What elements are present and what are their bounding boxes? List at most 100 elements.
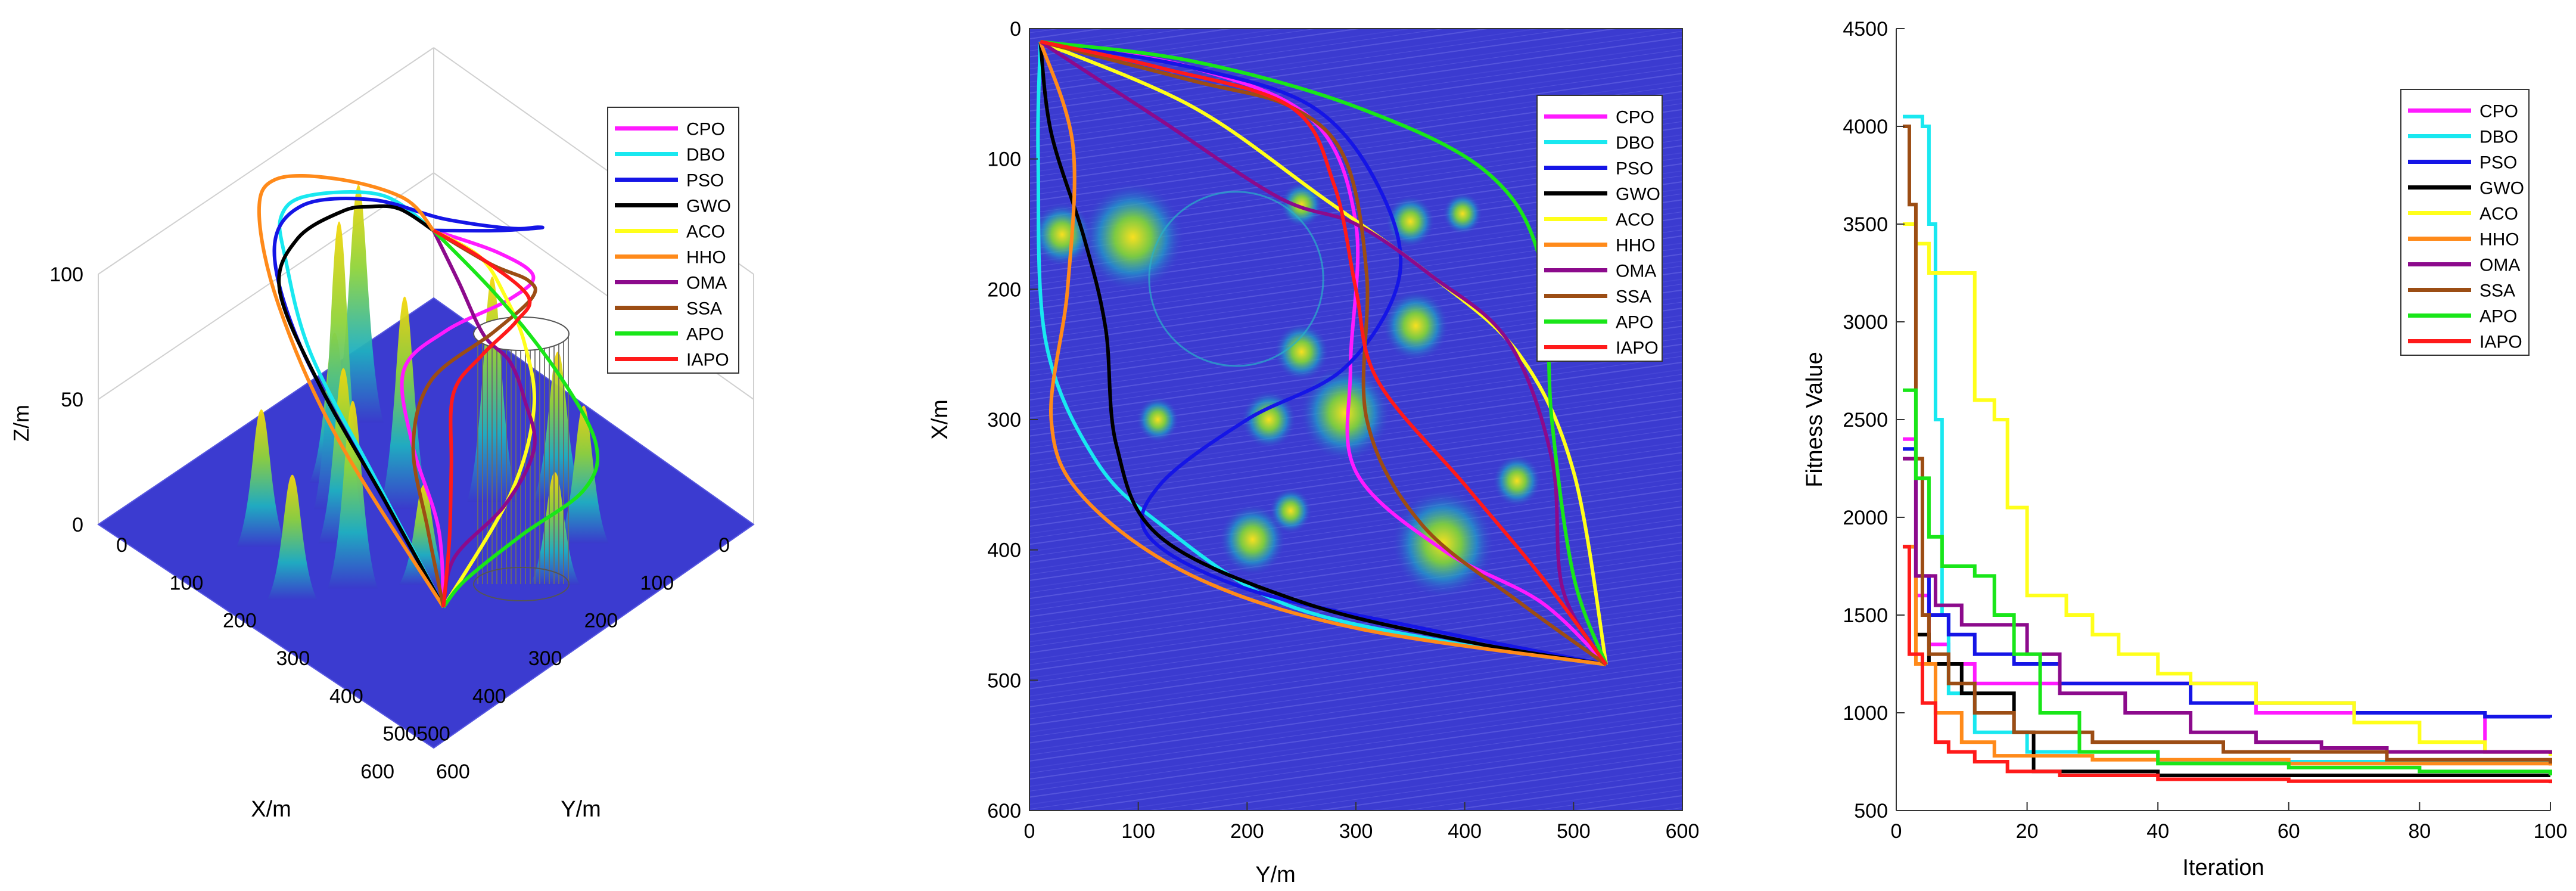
legend-label-apo: APO bbox=[1616, 312, 1653, 332]
ticks-3d: 0 100 200 300 400 500 600 0 100 200 300 400 500 600 0 5… bbox=[49, 263, 730, 783]
terrain-peak-3d bbox=[236, 409, 287, 547]
terrain-peak bbox=[1492, 455, 1542, 507]
legend-label-aco: ACO bbox=[1616, 210, 1654, 229]
z-tick-label: 100 bbox=[49, 263, 83, 286]
y-tick-label: 500 bbox=[1854, 800, 1888, 822]
terrain-peak bbox=[1081, 181, 1185, 293]
legend-label-cpo: CPO bbox=[1616, 107, 1654, 127]
legend-label-gwo: GWO bbox=[2479, 178, 2524, 198]
terrain-peak bbox=[1280, 181, 1323, 228]
path-dbo bbox=[1036, 41, 1607, 667]
y-tick-label: 3000 bbox=[1843, 311, 1888, 334]
y-tick-label: 500 bbox=[383, 723, 417, 746]
legend-label-aco: ACO bbox=[686, 222, 725, 241]
z-tick-label: 50 bbox=[61, 389, 83, 411]
paths-3d bbox=[257, 174, 600, 609]
x-tick-label: 300 bbox=[1339, 820, 1373, 843]
legend-label-hho: HHO bbox=[1616, 235, 1656, 255]
curve-pso bbox=[1902, 447, 2552, 719]
legend-label-ssa: SSA bbox=[2479, 281, 2515, 300]
x-tick-label: 80 bbox=[2408, 820, 2431, 843]
legend-label-pso: PSO bbox=[2479, 153, 2517, 172]
path-3d-hho bbox=[257, 174, 445, 609]
top-view-paths bbox=[1036, 39, 1609, 667]
y-tick-label: 2500 bbox=[1843, 409, 1888, 431]
y-tick-label: 0 bbox=[116, 534, 127, 557]
path-gwo bbox=[1038, 41, 1607, 667]
x-tick-label: 100 bbox=[2534, 820, 2568, 843]
x-tick-label: 400 bbox=[472, 685, 506, 707]
legend-label-pso: PSO bbox=[1616, 159, 1653, 178]
path-apo bbox=[1040, 39, 1608, 666]
terrain-peak bbox=[1442, 192, 1483, 235]
y-tick-label: 600 bbox=[436, 760, 470, 783]
legend-label-cpo: CPO bbox=[2479, 101, 2518, 121]
y-tick-label: 0 bbox=[1010, 18, 1021, 41]
x-tick-label: 0 bbox=[718, 534, 730, 557]
terrain-peak bbox=[1219, 504, 1286, 576]
y-tick-label: 1500 bbox=[1843, 604, 1888, 627]
y-tick-label: 200 bbox=[987, 278, 1021, 301]
legend-label-dbo: DBO bbox=[686, 145, 725, 164]
legend-label-ssa: SSA bbox=[1616, 287, 1651, 306]
terrain-peak bbox=[1382, 290, 1449, 362]
x-tick-label: 600 bbox=[1666, 820, 1700, 843]
x-tick-label: 100 bbox=[640, 572, 674, 594]
path-iapo bbox=[1040, 39, 1608, 666]
path-3d-apo bbox=[432, 229, 600, 609]
x-tick-label: 400 bbox=[1448, 820, 1482, 843]
y-tick-label: 500 bbox=[987, 669, 1021, 692]
terrain-peak bbox=[1269, 488, 1312, 534]
no-fly-cylinder bbox=[473, 316, 570, 601]
terrain-peak-3d bbox=[328, 401, 378, 589]
y-tick-label: 100 bbox=[170, 572, 204, 594]
legend-3d: CPO DBO PSO GWO ACO HHO OMA SSA APO IAPO bbox=[607, 107, 739, 374]
x-tick-label: 600 bbox=[360, 760, 394, 783]
curve-iapo bbox=[1902, 545, 2552, 784]
legend-label-apo: APO bbox=[686, 324, 724, 344]
legend-top-view: CPO DBO PSO GWO ACO HHO OMA SSA APO IAPO bbox=[1536, 95, 1663, 362]
legend-label-gwo: GWO bbox=[1616, 184, 1660, 204]
y-tick-label: 300 bbox=[276, 647, 310, 670]
panel-3d-terrain: 0 100 200 300 400 500 600 0 100 200 300 400 500 600 0 5… bbox=[9, 47, 755, 822]
legend-label-hho: HHO bbox=[2479, 229, 2519, 249]
terrain-peak bbox=[1299, 364, 1391, 462]
y-tick-label: 300 bbox=[987, 409, 1021, 431]
y-tick-label: 3500 bbox=[1843, 213, 1888, 236]
legend-label-hho: HHO bbox=[686, 247, 726, 267]
x-tick-label: 100 bbox=[1121, 820, 1155, 843]
panel-convergence: 0 20 40 60 80 100 500 1000 1500 2000 2500 3000 3500 4… bbox=[1802, 18, 2567, 880]
legend-label-iapo: IAPO bbox=[2479, 332, 2522, 352]
x-tick-label: 20 bbox=[2016, 820, 2039, 843]
legend-box bbox=[607, 107, 739, 374]
legend-label-dbo: DBO bbox=[2479, 127, 2518, 147]
legend-box bbox=[2400, 89, 2530, 356]
path-3d-ssa bbox=[411, 229, 537, 608]
x-tick-label: 200 bbox=[584, 610, 618, 632]
xlabel-top: Y/m bbox=[1255, 862, 1296, 887]
curve-oma bbox=[1902, 457, 2552, 754]
curve-ssa bbox=[1902, 125, 2552, 764]
legend-label-oma: OMA bbox=[1616, 261, 1656, 281]
xlabel-3d: X/m bbox=[251, 797, 291, 822]
x-tick-label: 200 bbox=[1230, 820, 1264, 843]
x-tick-label: 60 bbox=[2278, 820, 2300, 843]
legend-label-pso: PSO bbox=[686, 170, 724, 190]
legend-convergence: CPO DBO PSO GWO ACO HHO OMA SSA APO IAPO bbox=[2400, 89, 2530, 356]
x-tick-label: 300 bbox=[528, 647, 562, 670]
y-tick-label: 200 bbox=[223, 610, 257, 632]
zlabel-3d: Z/m bbox=[9, 405, 33, 442]
path-3d-cpo bbox=[400, 228, 536, 607]
terrain-peak-3d bbox=[558, 405, 609, 544]
terrain-peak bbox=[1136, 396, 1180, 443]
legend-box bbox=[1536, 95, 1663, 362]
ylabel-top: X/m bbox=[928, 399, 953, 440]
convergence-curves bbox=[1902, 114, 2552, 784]
terrain-peak bbox=[1274, 322, 1329, 381]
legend-label-aco: ACO bbox=[2479, 204, 2518, 223]
legend-label-ssa: SSA bbox=[686, 299, 722, 318]
y-tick-label: 4000 bbox=[1843, 116, 1888, 138]
